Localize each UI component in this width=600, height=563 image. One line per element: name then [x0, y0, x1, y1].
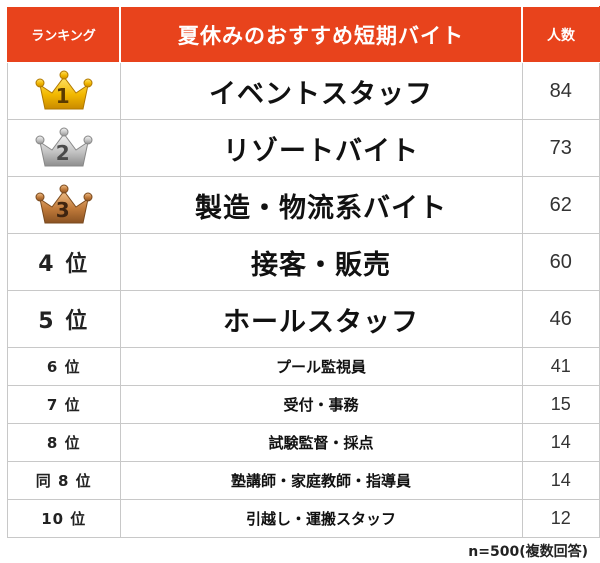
- crown-bronze-icon: 3: [35, 183, 93, 227]
- crown-silver-icon: 2: [35, 126, 93, 170]
- job-name: 塾講師・家庭教師・指導員: [119, 461, 523, 500]
- sample-size-note: n=500(複数回答): [468, 544, 588, 560]
- table-row: 4 位 接客・販売 60: [7, 233, 600, 291]
- table-row: 6 位 プール監視員 41: [7, 347, 600, 386]
- job-name: リゾートバイト: [119, 119, 523, 177]
- job-name: 試験監督・採点: [119, 423, 523, 462]
- rank-cell: 2: [7, 119, 121, 177]
- ranking-table: ランキング 夏休みのおすすめ短期バイト 人数: [7, 6, 600, 538]
- job-name: 製造・物流系バイト: [119, 176, 523, 234]
- count-value: 15: [521, 385, 600, 424]
- rank-label: 同 8 位: [7, 461, 121, 500]
- count-value: 14: [521, 461, 600, 500]
- rank-cell: 1: [7, 62, 121, 120]
- rank-label: 6 位: [7, 347, 121, 386]
- job-name: ホールスタッフ: [119, 290, 523, 348]
- count-value: 60: [521, 233, 600, 291]
- table-row: 同 8 位 塾講師・家庭教師・指導員 14: [7, 461, 600, 500]
- job-name: 受付・事務: [119, 385, 523, 424]
- table-row: 3 製造・物流系バイト 62: [7, 176, 600, 234]
- rank-number: 1: [55, 84, 72, 108]
- count-value: 41: [521, 347, 600, 386]
- rank-number: 3: [55, 198, 72, 222]
- table-title: 夏休みのおすすめ短期バイト: [119, 6, 523, 63]
- count-value: 62: [521, 176, 600, 234]
- count-value: 73: [521, 119, 600, 177]
- job-name: イベントスタッフ: [119, 62, 523, 120]
- count-value: 12: [521, 499, 600, 538]
- table-row: 1 イベントスタッフ 84: [7, 62, 600, 120]
- rank-column-header: ランキング: [7, 6, 121, 63]
- table-row: 7 位 受付・事務 15: [7, 385, 600, 424]
- table-row: 10 位 引越し・運搬スタッフ 12: [7, 499, 600, 538]
- table-header-row: ランキング 夏休みのおすすめ短期バイト 人数: [7, 6, 600, 63]
- rank-label: 7 位: [7, 385, 121, 424]
- rank-label: 8 位: [7, 423, 121, 462]
- rank-label: 5 位: [7, 290, 121, 348]
- rank-label: 4 位: [7, 233, 121, 291]
- job-name: プール監視員: [119, 347, 523, 386]
- table-row: 8 位 試験監督・採点 14: [7, 423, 600, 462]
- job-name: 引越し・運搬スタッフ: [119, 499, 523, 538]
- rank-number: 2: [55, 141, 72, 165]
- count-value: 46: [521, 290, 600, 348]
- table-row: 5 位 ホールスタッフ 46: [7, 290, 600, 348]
- table-row: 2 リゾートバイト 73: [7, 119, 600, 177]
- rank-cell: 3: [7, 176, 121, 234]
- count-value: 84: [521, 62, 600, 120]
- count-value: 14: [521, 423, 600, 462]
- job-name: 接客・販売: [119, 233, 523, 291]
- count-column-header: 人数: [521, 6, 600, 63]
- crown-gold-icon: 1: [35, 69, 93, 113]
- rank-label: 10 位: [7, 499, 121, 538]
